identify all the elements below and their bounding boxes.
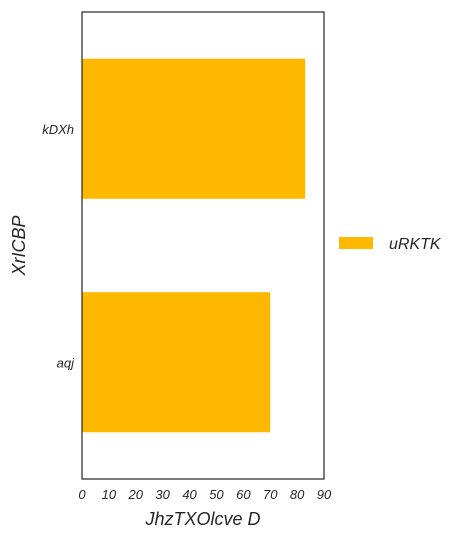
x-tick-label: 90 [317, 487, 332, 502]
x-tick-label: 30 [155, 487, 170, 502]
plot-frame [81, 11, 325, 480]
y-axis-title: XrICBP [9, 215, 29, 276]
x-tick-label: 60 [236, 487, 251, 502]
bar-kDXh [82, 58, 306, 199]
x-tick-label: 80 [290, 487, 305, 502]
legend-swatch [339, 237, 373, 249]
y-tick-labels: kDXh aqj [42, 122, 75, 371]
x-tick-label: 70 [263, 487, 278, 502]
x-tick-label: 10 [102, 487, 117, 502]
x-tick-label: 40 [182, 487, 197, 502]
bar-aqj [82, 292, 271, 433]
x-tick-labels: 0 10 20 30 40 50 60 70 80 90 [78, 487, 332, 502]
y-tick-label: aqj [57, 355, 75, 370]
legend-label: uRKTK [389, 236, 442, 253]
x-tick-label: 0 [78, 487, 86, 502]
legend: uRKTK [339, 236, 442, 253]
y-tick-label: kDXh [42, 122, 74, 137]
x-tick-label: 50 [209, 487, 224, 502]
bars-layer [82, 58, 306, 433]
x-axis-title: JhzTXOlcve D [144, 509, 260, 529]
x-tick-label: 20 [128, 487, 144, 502]
